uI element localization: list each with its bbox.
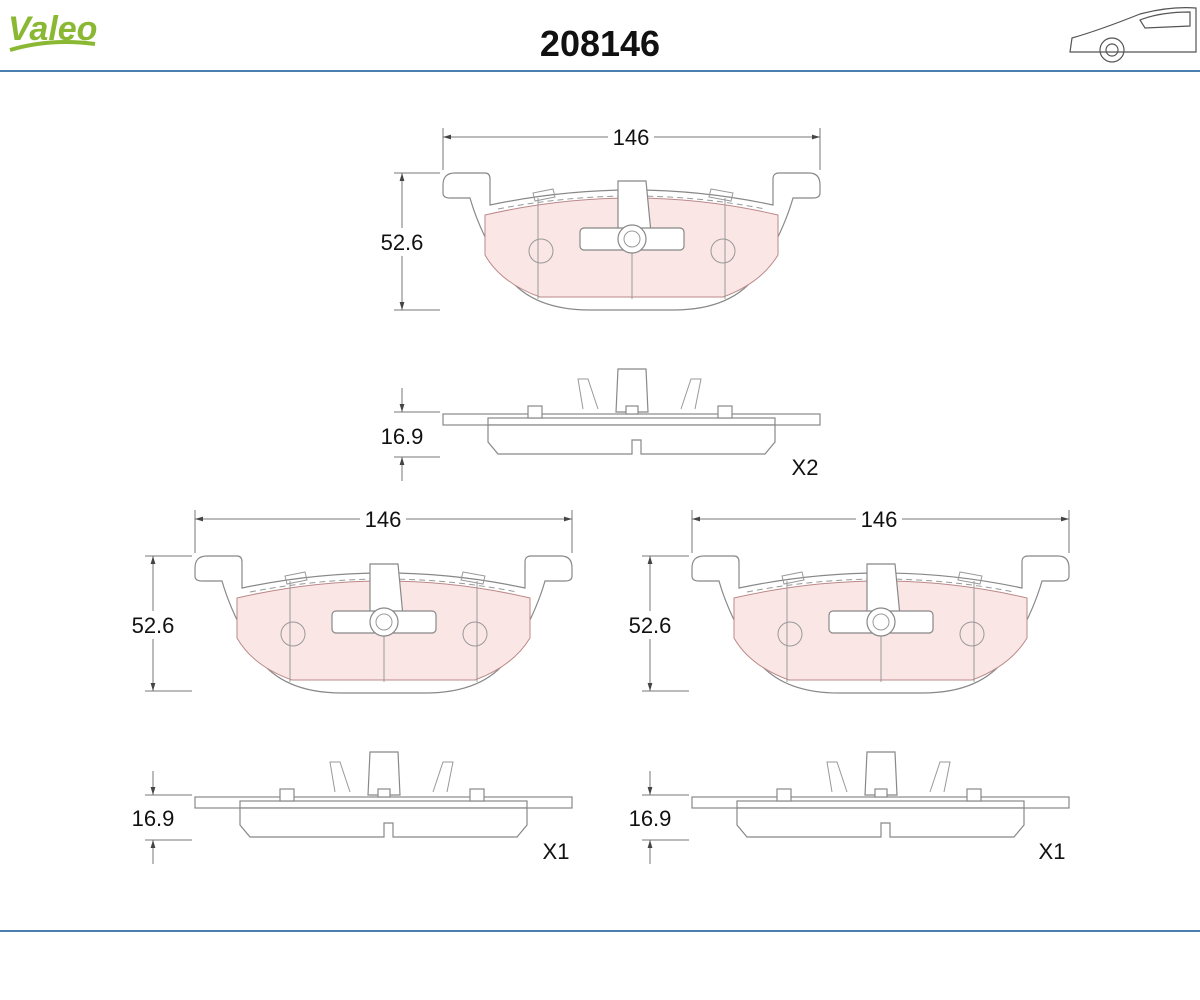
quantity-label: X1 — [1039, 839, 1066, 864]
height-label: 52.6 — [381, 230, 424, 255]
pad-side — [691, 751, 1070, 838]
thickness-label: 16.9 — [132, 806, 175, 831]
pad-face — [194, 555, 573, 694]
width-label: 146 — [613, 125, 650, 150]
logo-swoosh — [9, 40, 96, 52]
quantity-label: X1 — [543, 839, 570, 864]
pad-set: 146 52.6 16.9 X2 — [374, 124, 821, 481]
width-label: 146 — [365, 507, 402, 532]
pad-face — [442, 172, 821, 311]
width-label: 146 — [861, 507, 898, 532]
height-label: 52.6 — [629, 613, 672, 638]
quantity-label: X2 — [792, 455, 819, 480]
pad-set: 146 52.6 16.9 X1 — [622, 506, 1070, 864]
pad-face — [691, 555, 1070, 694]
car-icon — [1069, 7, 1197, 63]
height-label: 52.6 — [132, 613, 175, 638]
thickness-label: 16.9 — [629, 806, 672, 831]
pad-side — [194, 751, 573, 838]
pad-side — [442, 368, 821, 455]
part-number: 208146 — [540, 23, 660, 64]
thickness-label: 16.9 — [381, 424, 424, 449]
pad-set: 146 52.6 16.9 X1 — [125, 506, 573, 864]
